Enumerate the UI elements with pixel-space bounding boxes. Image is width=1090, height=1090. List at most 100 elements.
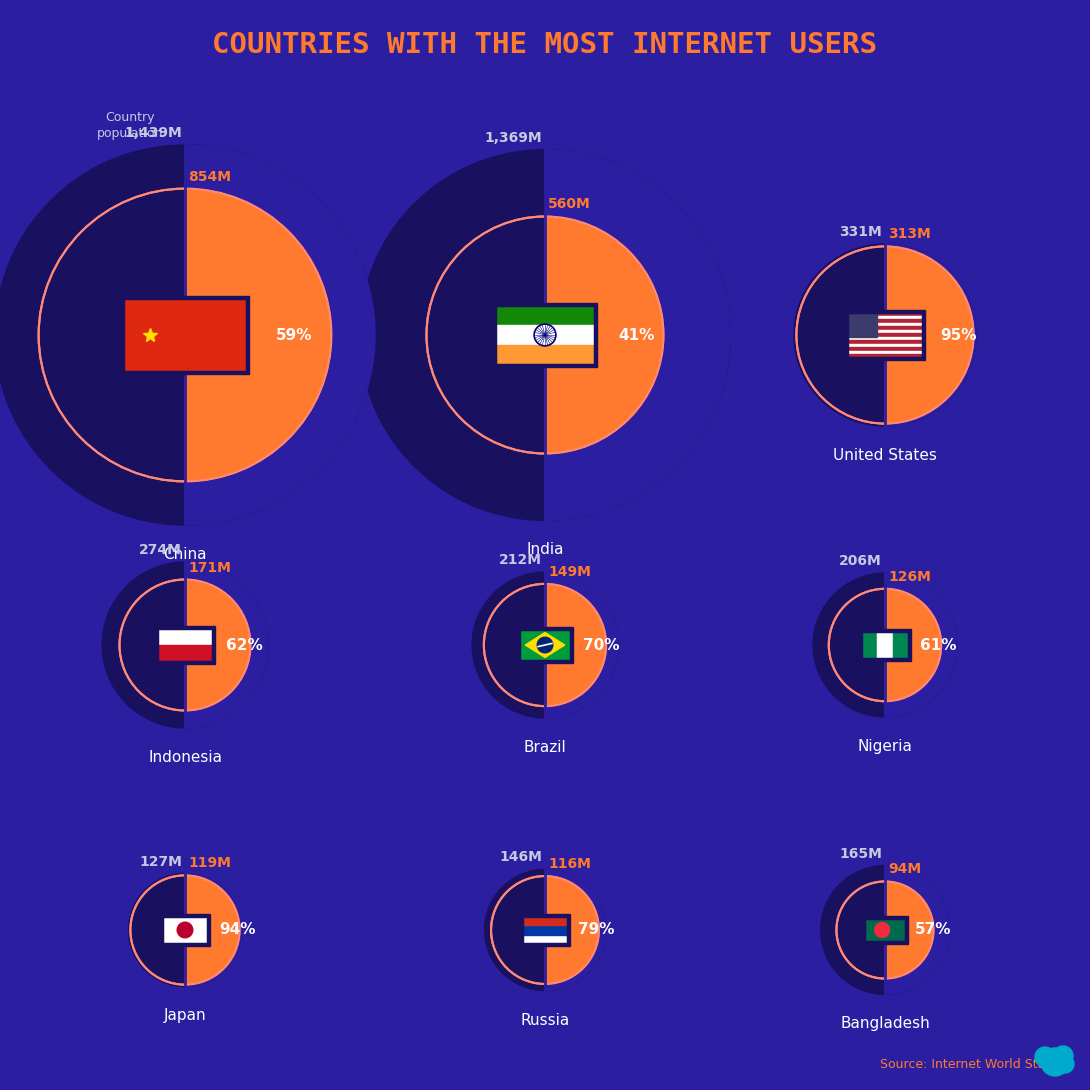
Text: 57%: 57% <box>916 922 952 937</box>
Bar <box>847 343 922 348</box>
Text: 41%: 41% <box>618 327 655 342</box>
Text: 149M: 149M <box>548 565 591 579</box>
Circle shape <box>1053 1046 1073 1066</box>
Text: 126M: 126M <box>888 570 931 584</box>
Bar <box>877 631 893 659</box>
Bar <box>495 325 595 346</box>
Text: Country
population: Country population <box>97 111 164 140</box>
Text: 165M: 165M <box>839 847 882 861</box>
Bar <box>893 631 909 659</box>
Polygon shape <box>885 244 977 426</box>
Polygon shape <box>185 145 375 525</box>
Circle shape <box>874 922 889 937</box>
Circle shape <box>129 873 242 986</box>
Bar <box>847 319 922 323</box>
Polygon shape <box>885 865 949 994</box>
Bar <box>862 916 908 944</box>
Text: China: China <box>164 547 207 562</box>
Bar <box>861 631 877 659</box>
Text: India: India <box>526 543 564 557</box>
Text: 62%: 62% <box>226 638 263 653</box>
Polygon shape <box>185 189 331 482</box>
Polygon shape <box>545 876 598 984</box>
Text: 70%: 70% <box>583 638 619 653</box>
Text: 95%: 95% <box>940 327 977 342</box>
Text: 560M: 560M <box>548 197 591 211</box>
Polygon shape <box>185 562 268 728</box>
Circle shape <box>0 145 375 525</box>
Polygon shape <box>185 875 240 984</box>
Bar <box>495 346 595 365</box>
Text: 94%: 94% <box>219 922 255 937</box>
Text: 212M: 212M <box>499 553 542 567</box>
Text: 116M: 116M <box>548 857 591 871</box>
Bar <box>520 915 570 946</box>
Text: Brazil: Brazil <box>523 740 567 755</box>
Bar <box>519 629 571 661</box>
Bar <box>155 627 215 664</box>
Circle shape <box>821 865 949 994</box>
Polygon shape <box>545 572 618 718</box>
Polygon shape <box>885 882 933 979</box>
Bar <box>522 917 568 925</box>
Text: Nigeria: Nigeria <box>858 739 912 754</box>
Text: Indonesia: Indonesia <box>148 750 222 765</box>
Polygon shape <box>545 584 606 706</box>
Text: 61%: 61% <box>920 638 956 653</box>
Bar <box>861 631 909 659</box>
Bar <box>519 629 571 661</box>
Bar <box>847 337 922 340</box>
Text: Bangladesh: Bangladesh <box>840 1016 930 1031</box>
Text: 171M: 171M <box>187 560 231 574</box>
Circle shape <box>472 572 618 718</box>
Bar <box>847 323 922 326</box>
Text: COUNTRIES WITH THE MOST INTERNET USERS: COUNTRIES WITH THE MOST INTERNET USERS <box>213 31 877 59</box>
Bar <box>517 628 573 663</box>
Text: 854M: 854M <box>187 170 231 183</box>
Bar <box>847 313 922 358</box>
Bar <box>847 354 922 358</box>
Bar <box>161 916 208 944</box>
Bar <box>123 298 247 373</box>
Text: 127M: 127M <box>140 855 182 869</box>
Polygon shape <box>545 584 606 706</box>
Polygon shape <box>885 244 977 426</box>
Bar <box>160 915 210 946</box>
Circle shape <box>537 638 553 653</box>
Bar <box>864 918 906 943</box>
Bar <box>522 925 568 934</box>
Circle shape <box>360 149 730 520</box>
Polygon shape <box>885 246 973 424</box>
Polygon shape <box>185 189 331 482</box>
Circle shape <box>1041 1047 1069 1076</box>
Bar <box>859 629 911 662</box>
Polygon shape <box>545 217 664 453</box>
Polygon shape <box>545 870 606 991</box>
Polygon shape <box>885 573 957 717</box>
Circle shape <box>794 244 977 426</box>
Bar <box>495 305 595 325</box>
Bar <box>493 303 597 367</box>
Polygon shape <box>885 589 942 701</box>
Circle shape <box>102 562 268 728</box>
Bar <box>847 351 922 354</box>
Bar <box>847 334 922 337</box>
Polygon shape <box>885 882 933 979</box>
Polygon shape <box>545 870 606 991</box>
Circle shape <box>484 870 606 991</box>
Polygon shape <box>185 873 242 986</box>
Bar <box>522 934 568 944</box>
Bar <box>846 311 924 360</box>
Circle shape <box>178 922 193 937</box>
Polygon shape <box>545 572 618 718</box>
Text: Japan: Japan <box>164 1008 206 1024</box>
Polygon shape <box>185 875 240 984</box>
Text: 79%: 79% <box>579 922 615 937</box>
Polygon shape <box>545 876 598 984</box>
Polygon shape <box>885 573 957 717</box>
Text: Source: Internet World Stats: Source: Internet World Stats <box>880 1058 1056 1071</box>
Polygon shape <box>185 873 242 986</box>
Bar <box>157 628 213 645</box>
Bar <box>847 313 877 337</box>
Bar <box>847 313 922 316</box>
